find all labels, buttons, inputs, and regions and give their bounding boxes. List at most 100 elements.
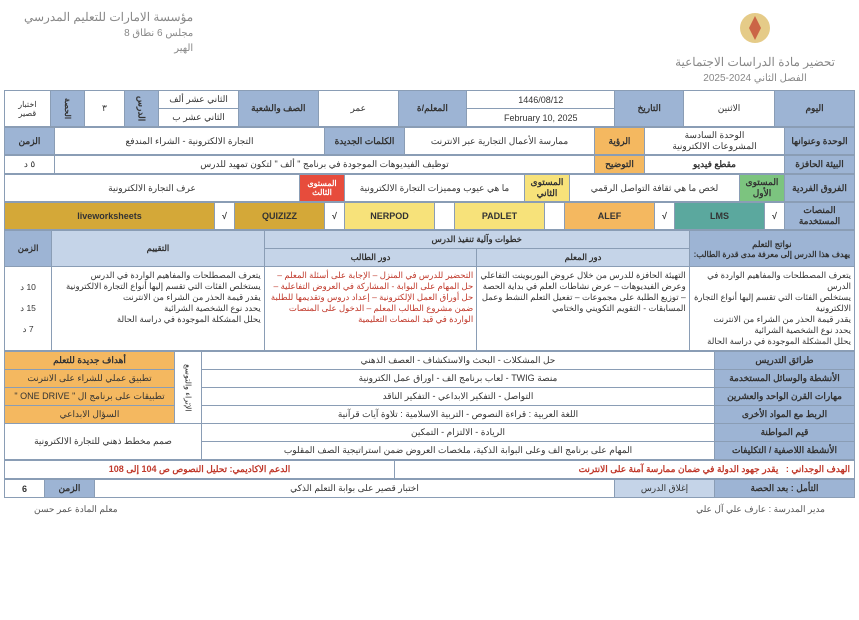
platform-quizizz: QUIZIZZ bbox=[235, 203, 325, 230]
outcomes-table: نواتج التعلم يهدف هذا الدرس إلى معرفة مد… bbox=[4, 230, 855, 351]
platform-padlet: PADLET bbox=[455, 203, 545, 230]
page-header: تحضير مادة الدراسات الاجتماعية الفصل الث… bbox=[4, 4, 855, 90]
methods-v2: منصة TWIG - لعاب برنامج الف - اوراق عمل … bbox=[202, 370, 715, 388]
lvl1-header: المستوى الأول bbox=[740, 175, 785, 202]
methods-h2: الأنشطة والوسائل المستخدمة bbox=[715, 370, 855, 388]
vision-value: ممارسة الأعمال التجارية عبر الانترنت bbox=[405, 128, 595, 155]
teacher-header: المعلم/ة bbox=[398, 91, 466, 127]
date-greg: February 10, 2025 bbox=[467, 109, 615, 127]
council-name: مجلس 6 نطاق 8 bbox=[24, 26, 193, 41]
methods-h1: طرائق التدريس bbox=[715, 352, 855, 370]
methods-v5: الريادة - الالتزام - التمكين bbox=[202, 424, 715, 442]
org-name: مؤسسة الامارات للتعليم المدرسي bbox=[24, 8, 193, 26]
platform-nerpod: NERPOD bbox=[345, 203, 435, 230]
platform-alef: ALEF bbox=[565, 203, 655, 230]
teacher-role-header: دور المعلم bbox=[477, 249, 690, 267]
outcomes-times: 10 د 15 د 7 د bbox=[5, 267, 52, 351]
methods-v4: اللغة العربية : قراءة النصوص - التربية ا… bbox=[202, 406, 715, 424]
keywords-header: الكلمات الجديدة bbox=[325, 128, 405, 155]
subject-title: تحضير مادة الدراسات الاجتماعية bbox=[675, 53, 835, 71]
lvl1-value: لخص ما هي ثقافة التواصل الرقمي bbox=[570, 175, 740, 202]
lvl2-value: ما هي عيوب ومميزات التجارة الالكترونية bbox=[345, 175, 525, 202]
goal-1: تطبيق عملي للشراء على الانترنت bbox=[5, 370, 175, 388]
close-time-header: الزمن bbox=[45, 480, 95, 498]
platform-lms: LMS bbox=[675, 203, 765, 230]
methods-v3: التواصل - التفكير الابداعي - التفكير الن… bbox=[202, 388, 715, 406]
grade-1: الثاني عشر ألف bbox=[159, 91, 239, 109]
student-role-value: التحضير للدرس في المنزل – الإجابة على أس… bbox=[264, 267, 477, 351]
clip-header: مقطع فيديو bbox=[645, 156, 785, 174]
methods-v1: حل المشكلات - البحث والاستكشاف - العصف ا… bbox=[202, 352, 715, 370]
methods-table: طرائق التدريس حل المشكلات - البحث والاست… bbox=[4, 351, 855, 460]
methods-h3: مهارات القرن الواحد والعشرين bbox=[715, 388, 855, 406]
unit-value: الوحدة السادسةالمشروعات الالكترونية bbox=[645, 128, 785, 155]
outcomes-header: نواتج التعلم يهدف هذا الدرس إلى معرفة مد… bbox=[689, 231, 854, 267]
goal-2: تطبيقات على برنامج ال " ONE DRIVE " bbox=[5, 388, 175, 406]
goal-3: السؤال الابداعي bbox=[5, 406, 175, 424]
info-table-1: اليوم الاثنين التاريخ 1446/08/12 المعلم/… bbox=[4, 90, 855, 127]
tick-2: √ bbox=[655, 203, 675, 230]
explain-header: التوضيح bbox=[595, 156, 645, 174]
emotional-goal-table: الهدف الوجداني : يقدر جهود الدولة في ضما… bbox=[4, 460, 855, 479]
tick-3: √ bbox=[325, 203, 345, 230]
tick-1: √ bbox=[765, 203, 785, 230]
goals-header: أهداف جديدة للتعلم bbox=[5, 352, 175, 370]
outcomes-list: يتعرف المصطلحات والمفاهيم الواردة في الد… bbox=[689, 267, 854, 351]
info-table-3: البيئة الحافزة مقطع فيديو التوضيح توظيف … bbox=[4, 155, 855, 174]
term-label: الفصل الثاني 2024-2025 bbox=[675, 71, 835, 86]
header-org: مؤسسة الامارات للتعليم المدرسي مجلس 6 نط… bbox=[24, 8, 193, 56]
day-header: اليوم bbox=[775, 91, 855, 127]
methods-h5: قيم المواطنة bbox=[715, 424, 855, 442]
steps-header: خطوات وآلية تنفيذ الدرس bbox=[264, 231, 689, 249]
date-header: التاريخ bbox=[615, 91, 683, 127]
lesson-header: الدرس bbox=[124, 91, 158, 127]
header-subject: تحضير مادة الدراسات الاجتماعية الفصل الث… bbox=[675, 8, 835, 86]
reflection-header: التأمل : بعد الحصة bbox=[715, 480, 855, 498]
time-header-2: الزمن bbox=[5, 231, 52, 267]
day-value: الاثنين bbox=[683, 91, 774, 127]
teacher-role-value: التهيئة الحافزة للدرس من خلال عروض البور… bbox=[477, 267, 690, 351]
lesson-value: ٣ bbox=[84, 91, 124, 127]
emo-goal: الهدف الوجداني : يقدر جهود الدولة في ضما… bbox=[395, 461, 855, 479]
grade-header: الصف والشعبة bbox=[238, 91, 318, 127]
eval-list: يتعرف المصطلحات والمفاهيم الواردة في الد… bbox=[52, 267, 265, 351]
teacher-value: عمر bbox=[318, 91, 398, 127]
page-footer: مدير المدرسة : عارف علي آل علي معلم الما… bbox=[4, 498, 855, 521]
lvl3-header: المستوى الثالث bbox=[300, 175, 345, 202]
tick-4: √ bbox=[215, 203, 235, 230]
goal-4: صمم مخطط ذهني للتجارة الالكترونية bbox=[5, 424, 202, 460]
lvl2-header: المستوى الثاني bbox=[525, 175, 570, 202]
platform-lw: liveworksheets bbox=[5, 203, 215, 230]
school-name: الهير bbox=[24, 41, 193, 56]
info-table-2: الوحدة وعنوانها الوحدة السادسةالمشروعات … bbox=[4, 127, 855, 155]
explain-value: توظيف الفيديوهات الموجودة في برنامج " أل… bbox=[55, 156, 595, 174]
time-header-1: الزمن bbox=[5, 128, 55, 155]
platforms-table: المنصات المستخدمة √ LMS √ ALEF PADLET NE… bbox=[4, 202, 855, 230]
lvl3-value: عرف التجارة الالكترونية bbox=[5, 175, 300, 202]
close-lesson: إغلاق الدرس bbox=[615, 480, 715, 498]
date-hijri: 1446/08/12 bbox=[467, 91, 615, 109]
close-activity: اختبار قصير على بوابة التعلم الذكي bbox=[95, 480, 615, 498]
student-role-header: دور الطالب bbox=[264, 249, 477, 267]
test-header: اختبار قصير bbox=[5, 91, 51, 127]
teacher-name: معلم المادة عمر حسن bbox=[34, 504, 118, 515]
academic-support: الدعم الاكاديمي: تحليل النصوص ص 104 إلى … bbox=[5, 461, 395, 479]
closing-table: التأمل : بعد الحصة إغلاق الدرس اختبار قص… bbox=[4, 479, 855, 498]
period-header: الحصة bbox=[50, 91, 84, 127]
enrichment-label: الإثراء والتوسع bbox=[175, 352, 202, 424]
time-value-1: ٥ د bbox=[5, 156, 55, 174]
principal-name: مدير المدرسة : عارف علي آل علي bbox=[696, 504, 825, 515]
methods-h6: الأنشطة اللاصفية / التكليفات bbox=[715, 442, 855, 460]
uae-crest-icon bbox=[735, 8, 775, 48]
methods-v6: المهام على برنامج الف وعلى البوابة الذكي… bbox=[202, 442, 715, 460]
grade-2: الثاني عشر ب bbox=[159, 109, 239, 127]
diff-table: الفروق الفردية المستوى الأول لخص ما هي ث… bbox=[4, 174, 855, 202]
keywords-value: التجارة الالكترونية - الشراء المندفع bbox=[55, 128, 325, 155]
diff-header: الفروق الفردية bbox=[785, 175, 855, 202]
eval-header: التقييم bbox=[52, 231, 265, 267]
unit-header: الوحدة وعنوانها bbox=[785, 128, 855, 155]
platforms-header: المنصات المستخدمة bbox=[785, 203, 855, 230]
env-header: البيئة الحافزة bbox=[785, 156, 855, 174]
vision-header: الرؤية bbox=[595, 128, 645, 155]
methods-h4: الربط مع المواد الأخرى bbox=[715, 406, 855, 424]
